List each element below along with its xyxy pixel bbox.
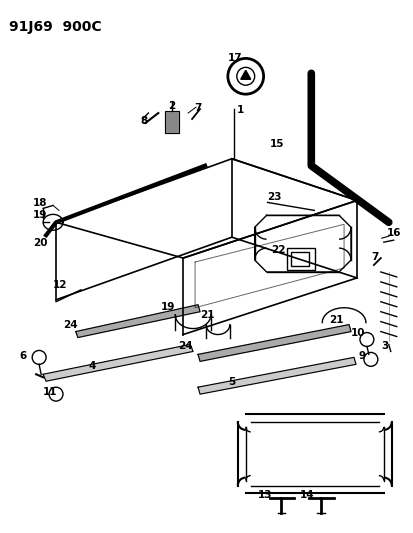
Text: 21: 21 [328,314,343,325]
Text: 7: 7 [370,252,377,262]
Text: 8: 8 [140,116,147,126]
Text: 23: 23 [267,192,281,203]
Text: 20: 20 [33,238,47,248]
Text: 13: 13 [257,490,271,500]
Text: 91J69  900C: 91J69 900C [9,20,102,34]
Text: 6: 6 [19,351,26,361]
Polygon shape [197,325,350,361]
Polygon shape [197,358,355,394]
Text: 5: 5 [227,377,235,387]
Text: 3: 3 [380,342,387,351]
Text: 11: 11 [43,387,57,397]
Text: 19: 19 [160,302,174,312]
Text: 2: 2 [168,101,175,111]
Text: 12: 12 [53,280,67,290]
Text: 15: 15 [269,139,283,149]
Text: 1: 1 [236,105,243,115]
Text: 17: 17 [227,53,242,63]
Polygon shape [240,70,250,79]
Text: 22: 22 [271,245,285,255]
Bar [165,111,179,133]
Text: 19: 19 [33,211,47,220]
Text: 24: 24 [178,342,192,351]
Bar [287,248,315,270]
Text: 14: 14 [299,490,313,500]
Text: 4: 4 [88,361,96,372]
Text: 10: 10 [350,328,365,337]
Text: 24: 24 [63,320,77,329]
Text: 21: 21 [199,310,214,320]
Text: 16: 16 [386,228,400,238]
Text: 7: 7 [194,103,201,113]
Bar [291,252,309,266]
Bar [165,111,179,133]
Polygon shape [43,344,192,381]
Polygon shape [76,305,199,337]
Text: 9: 9 [358,351,365,361]
Text: 18: 18 [33,198,47,208]
